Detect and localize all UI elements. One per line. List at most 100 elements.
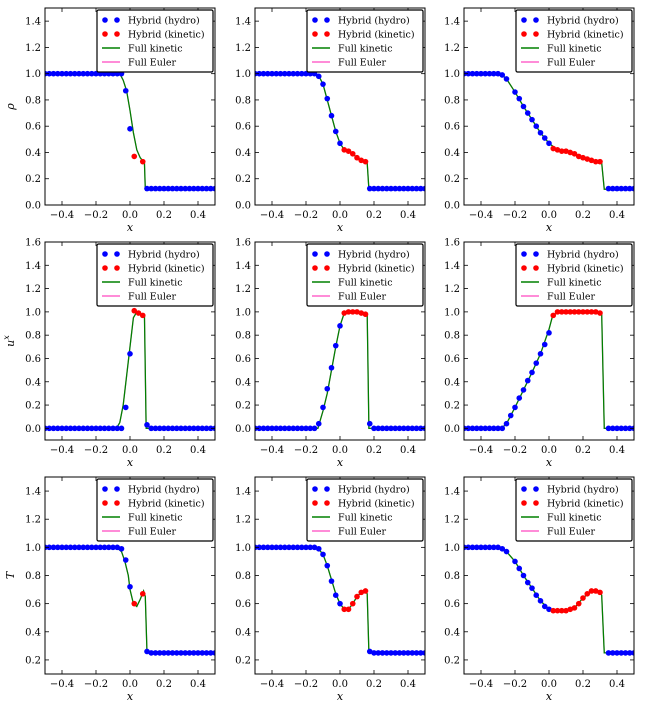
legend-marker [312, 265, 318, 271]
x-tick-label: −0.4 [469, 210, 493, 221]
point-hybrid-kinetic [563, 309, 569, 315]
x-tick-label: −0.2 [294, 445, 318, 456]
y-tick-label: 1.6 [235, 238, 251, 249]
y-tick-label: 0.6 [25, 122, 41, 133]
y-tick-label: 0.4 [235, 627, 251, 638]
point-hybrid-hydro [114, 544, 121, 551]
y-tick-label: 0.6 [444, 122, 460, 133]
y-tick-label: 0.0 [235, 201, 251, 212]
subplot-r0c1: −0.4 −0.2 0.0 0.2 0.4 0.0 0.2 0.4 0.6 0.8 1.0 1.2 1.… [235, 7, 426, 234]
x-tick-label: 0.2 [366, 210, 382, 221]
series-full-kinetic [464, 311, 634, 430]
y-tick-label: 0.6 [235, 599, 251, 610]
y-tick-label: 0.8 [235, 95, 251, 106]
point-hybrid-hydro [614, 425, 620, 432]
point-hybrid-hydro [465, 70, 472, 77]
point-hybrid-hydro [383, 185, 390, 192]
point-hybrid-hydro [178, 425, 184, 432]
x-tick-label: −0.4 [50, 679, 74, 690]
point-hybrid-hydro [469, 70, 476, 77]
point-hybrid-hydro [63, 70, 70, 77]
series-full-kinetic [45, 310, 215, 430]
point-hybrid-hydro [614, 650, 620, 656]
x-tick-label: 0.0 [541, 445, 557, 456]
point-hybrid-hydro [524, 377, 531, 384]
x-tick-label: 0.2 [156, 210, 172, 221]
y-tick-label: 1.4 [444, 261, 460, 272]
legend-label: Hybrid (kinetic) [338, 30, 415, 41]
x-axis-label: x [127, 690, 134, 703]
point-hybrid-hydro [50, 425, 57, 432]
point-hybrid-hydro [84, 70, 91, 77]
point-hybrid-hydro [303, 544, 309, 551]
y-tick-label: 0.4 [25, 627, 41, 638]
point-hybrid-hydro [400, 425, 407, 432]
point-hybrid-hydro [50, 544, 57, 551]
point-hybrid-hydro [371, 650, 377, 656]
y-axis-label-sup: x [2, 335, 11, 340]
y-tick-label: 0.0 [444, 424, 460, 435]
subplot-r0c2: −0.4 −0.2 0.0 0.2 0.4 0.0 0.2 0.4 0.6 0.8 1.0 1.2 1.… [444, 7, 635, 234]
legend-label: Full Euler [547, 527, 596, 538]
y-tick-label: 0.8 [444, 571, 460, 582]
series-full-euler [45, 311, 215, 429]
legend-marker [324, 265, 330, 271]
x-tick-label: −0.4 [50, 210, 74, 221]
point-hybrid-hydro [281, 544, 288, 551]
point-hybrid-hydro [409, 650, 416, 656]
point-hybrid-kinetic [580, 309, 586, 315]
point-hybrid-hydro [499, 425, 506, 432]
legend-marker [324, 251, 330, 257]
point-hybrid-hydro [286, 425, 292, 432]
point-hybrid-kinetic [345, 606, 352, 613]
point-hybrid-hydro [182, 650, 189, 656]
legend-marker [114, 486, 120, 492]
legend-marker [324, 500, 330, 506]
point-hybrid-hydro [207, 650, 214, 656]
y-tick-label: 0.0 [444, 201, 460, 212]
legend-marker [312, 486, 318, 492]
point-hybrid-hydro [537, 598, 544, 604]
point-hybrid-hydro [144, 422, 150, 428]
point-hybrid-hydro [371, 425, 377, 432]
point-hybrid-hydro [203, 425, 210, 432]
y-tick-label: 0.2 [444, 655, 460, 666]
point-hybrid-kinetic [349, 600, 356, 607]
legend-marker [114, 500, 120, 506]
legend-label: Full Euler [547, 58, 596, 69]
legend-box [96, 9, 214, 73]
x-tick-label: 0.4 [609, 210, 625, 221]
legend-label: Hybrid (hydro) [128, 485, 200, 496]
x-tick-label: −0.4 [469, 679, 493, 690]
y-tick-label: 0.4 [444, 627, 460, 638]
point-hybrid-hydro [512, 558, 518, 565]
point-hybrid-hydro [503, 548, 510, 555]
x-tick-label: 0.0 [122, 210, 138, 221]
point-hybrid-hydro [516, 95, 523, 102]
point-hybrid-kinetic [362, 588, 369, 594]
legend-marker [533, 17, 539, 23]
point-hybrid-hydro [422, 650, 425, 656]
point-hybrid-hydro [366, 420, 373, 427]
point-hybrid-hydro [264, 70, 271, 77]
point-hybrid-hydro [366, 648, 373, 655]
point-hybrid-hydro [212, 185, 215, 192]
point-hybrid-hydro [269, 70, 275, 77]
point-hybrid-hydro [388, 425, 394, 432]
point-hybrid-hydro [405, 650, 411, 656]
point-hybrid-hydro [541, 341, 548, 348]
point-hybrid-hydro [490, 70, 497, 77]
series-full-kinetic [464, 546, 634, 654]
series-full-kinetic [45, 546, 215, 654]
point-hybrid-hydro [482, 70, 489, 77]
legend: Hybrid (hydro) Hybrid (kinetic) Full kinet… [96, 243, 214, 307]
point-hybrid-hydro [622, 185, 629, 192]
point-hybrid-kinetic [345, 148, 352, 154]
point-hybrid-kinetic [592, 588, 599, 594]
point-hybrid-kinetic [580, 595, 586, 601]
point-hybrid-hydro [273, 425, 280, 432]
point-hybrid-hydro [54, 425, 61, 432]
legend-marker [324, 31, 330, 37]
point-hybrid-hydro [207, 185, 214, 192]
x-tick-label: 0.0 [541, 210, 557, 221]
